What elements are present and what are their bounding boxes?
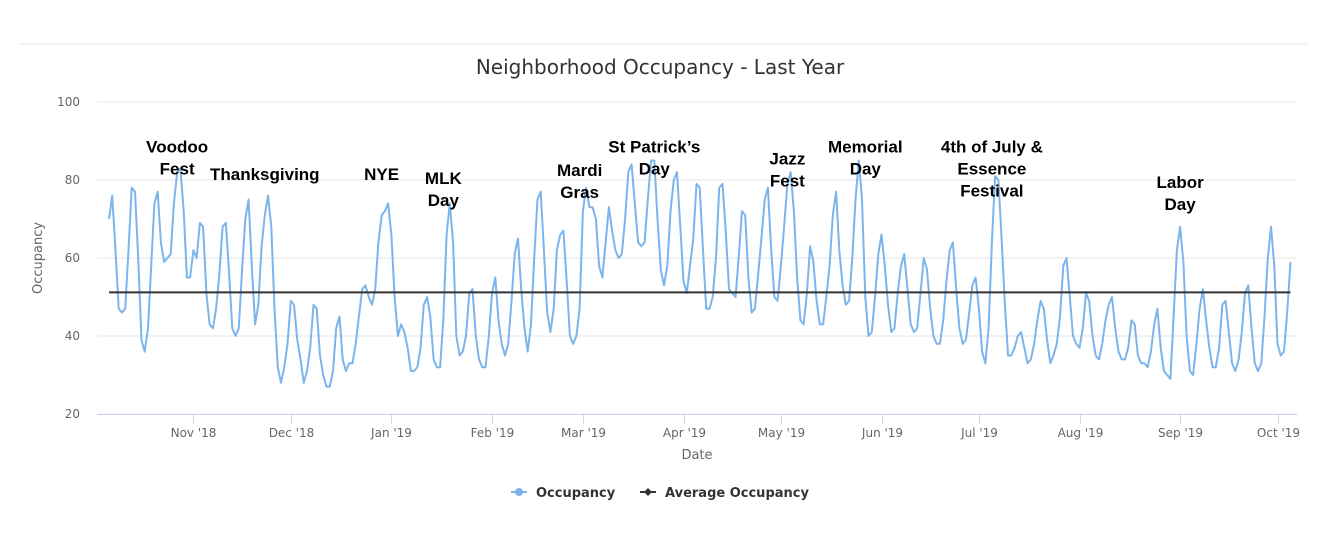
event-annotation: MLK Day (425, 169, 463, 210)
x-tick-label: Jun '19 (861, 426, 903, 440)
legend-average-label: Average Occupancy (665, 486, 809, 501)
event-annotation-label: MLK (425, 169, 463, 188)
event-annotation: 4th of July & Essence Festival (941, 138, 1043, 201)
y-tick-label: 20 (65, 407, 80, 421)
x-tick-label: Oct '19 (1257, 426, 1300, 440)
x-tick-label: May '19 (758, 426, 805, 440)
x-tick-label: Aug '19 (1058, 426, 1104, 440)
x-tick-label: Dec '18 (269, 426, 315, 440)
event-annotation-label: Voodoo (146, 138, 208, 157)
event-annotation-label: Mardi (557, 161, 602, 180)
event-annotation: NYE (364, 165, 399, 184)
event-annotation-label: 4th of July & (941, 138, 1043, 157)
x-tick-label: Mar '19 (561, 426, 606, 440)
legend-occupancy-label: Occupancy (536, 486, 616, 501)
x-tick-label: Apr '19 (663, 426, 706, 440)
event-annotation-label: Fest (160, 160, 195, 179)
event-annotations: Voodoo Fest Thanksgiving NYE MLK Day Mardi Gras… (146, 138, 1204, 214)
event-annotation: Voodoo Fest (146, 138, 208, 179)
legend[interactable]: Occupancy Average Occupancy (511, 486, 809, 501)
event-annotation: Thanksgiving (210, 165, 320, 184)
x-axis-title: Date (681, 448, 712, 463)
y-axis-title: Occupancy (31, 222, 46, 294)
event-annotation-label: Thanksgiving (210, 165, 320, 184)
event-annotation-label: Day (1165, 195, 1197, 214)
y-tick-label: 40 (65, 329, 80, 343)
event-annotation-label: Essence (957, 160, 1026, 179)
event-annotation: Memorial Day (828, 138, 903, 179)
y-tick-label: 60 (65, 251, 80, 265)
event-annotation: Mardi Gras (557, 161, 602, 202)
legend-item-occupancy[interactable]: Occupancy (511, 486, 616, 501)
event-annotation-label: Festival (960, 182, 1023, 201)
event-annotation: Labor Day (1157, 173, 1205, 214)
event-annotation-label: Day (639, 160, 671, 179)
event-annotation-label: Labor (1157, 173, 1205, 192)
y-tick-label: 80 (65, 173, 80, 187)
y-axis-ticks: 20 40 60 80 100 (57, 95, 80, 421)
chart-title: Neighborhood Occupancy - Last Year (476, 55, 845, 79)
event-annotation-label: Day (428, 191, 460, 210)
legend-average-marker (644, 488, 652, 496)
event-annotation-label: Jazz (769, 149, 805, 168)
series-layer (108, 159, 1292, 388)
x-tick-label: Nov '18 (171, 426, 217, 440)
occupancy-series-line (108, 159, 1292, 388)
x-tick-label: Jan '19 (370, 426, 412, 440)
y-tick-label: 100 (57, 95, 80, 109)
legend-item-average-occupancy[interactable]: Average Occupancy (640, 486, 809, 501)
event-annotation-label: Day (850, 160, 882, 179)
event-annotation-label: Fest (770, 171, 805, 190)
x-tick-label: Sep '19 (1158, 426, 1203, 440)
event-annotation: Jazz Fest (769, 149, 805, 190)
event-annotation-label: Memorial (828, 138, 903, 157)
x-axis: Nov '18 Dec '18 Jan '19 Feb '19 Mar '19 Apr '… (97, 414, 1300, 440)
x-tick-label: Feb '19 (471, 426, 515, 440)
x-tick-label: Jul '19 (960, 426, 998, 440)
event-annotation-label: Gras (560, 183, 599, 202)
event-annotation-label: NYE (364, 165, 399, 184)
legend-occupancy-marker (515, 488, 523, 496)
event-annotation: St Patrick’s Day (608, 138, 700, 179)
event-annotation-label: St Patrick’s (608, 138, 700, 157)
